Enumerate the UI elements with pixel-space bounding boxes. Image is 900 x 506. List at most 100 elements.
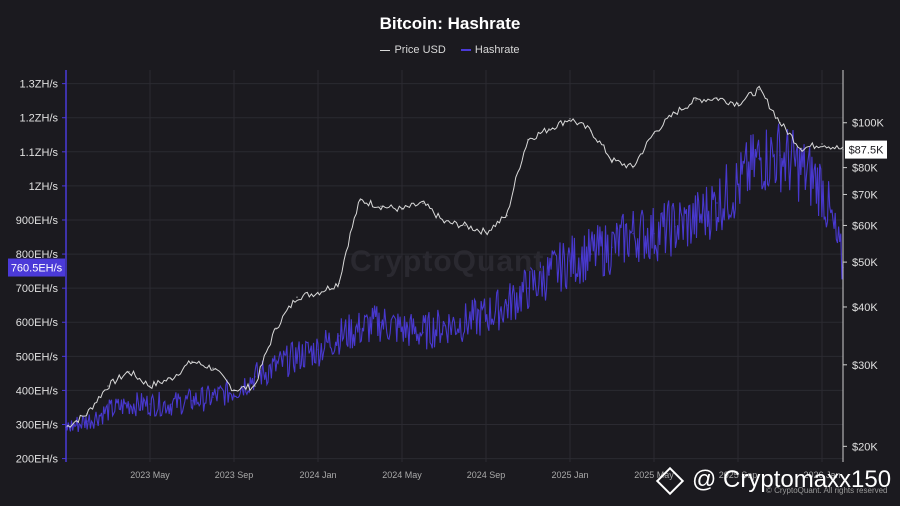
- price-point: [401, 208, 403, 211]
- hashrate-point: [380, 321, 382, 324]
- x-tick-label: 2024 May: [382, 470, 422, 480]
- x-tick-label: 2025 Jan: [551, 470, 588, 480]
- price-point: [422, 202, 424, 205]
- x-tick-label: 2024 Jan: [299, 470, 336, 480]
- price-point: [779, 121, 781, 124]
- left-tick-label: 1.3ZH/s: [19, 79, 58, 91]
- right-tick-label: $20K: [852, 441, 878, 453]
- legend-label-price: Price USD: [394, 44, 446, 56]
- x-tick-label: 2024 Sep: [467, 470, 506, 480]
- left-tick-label: 900EH/s: [16, 215, 59, 227]
- price-point: [821, 143, 823, 145]
- hashrate-point: [296, 355, 298, 358]
- price-point: [611, 159, 613, 162]
- hashrate-line: [65, 123, 844, 432]
- x-tick-label: 2025 May: [634, 470, 674, 480]
- hashrate-point: [695, 219, 697, 221]
- price-point: [128, 370, 130, 373]
- hashrate-point: [611, 246, 613, 249]
- price-point: [506, 214, 508, 217]
- hashrate-point: [674, 226, 676, 228]
- price-point: [254, 385, 256, 387]
- legend: Price USD Hashrate: [0, 44, 900, 56]
- price-point: [380, 205, 382, 208]
- price-point: [107, 385, 109, 387]
- right-tick-label: $30K: [852, 360, 878, 372]
- left-tick-label: 1.1ZH/s: [19, 147, 58, 159]
- x-tick-label: 2023 Sep: [215, 470, 254, 480]
- price-point: [569, 117, 571, 120]
- hashrate-point: [527, 287, 529, 289]
- hashrate-point: [737, 185, 739, 187]
- left-tick-label: 800EH/s: [16, 249, 59, 261]
- left-tick-label: 400EH/s: [16, 385, 59, 397]
- current-hashrate-badge: [8, 258, 65, 277]
- price-point: [191, 360, 193, 363]
- price-point: [485, 231, 487, 234]
- price-point: [86, 413, 88, 415]
- author-handle: @ Cryptomaxx150: [655, 466, 892, 495]
- hashrate-point: [86, 420, 88, 422]
- right-tick-label: $40K: [852, 302, 878, 314]
- hashrate-point: [569, 260, 571, 262]
- left-tick-label: 1ZH/s: [29, 181, 59, 193]
- hashrate-point: [338, 335, 340, 337]
- price-line: [65, 85, 844, 428]
- right-axis: $100K $80K $70K $60K $50K $40K $30K $20K $87.5K: [842, 70, 887, 462]
- price-point: [800, 147, 802, 150]
- hashrate-point: [254, 375, 256, 378]
- price-point: [212, 367, 214, 369]
- hashrate-point: [170, 403, 172, 405]
- hashrate-point: [716, 202, 718, 204]
- right-tick-label: $70K: [852, 189, 878, 201]
- price-point: [632, 166, 634, 169]
- hashrate-point: [821, 185, 823, 187]
- hashrate-point: [758, 157, 760, 160]
- price-point: [443, 221, 445, 223]
- price-point: [590, 130, 592, 132]
- hashrate-point: [506, 304, 508, 307]
- watermark: CryptoQuant: [350, 245, 545, 278]
- price-point: [296, 296, 298, 298]
- right-tick-label: $60K: [852, 220, 878, 232]
- legend-swatch-price: [380, 49, 391, 51]
- hashrate-point: [107, 410, 109, 412]
- right-tick-label: $80K: [852, 163, 878, 175]
- hashrate-point: [317, 348, 319, 351]
- current-price-label: $87.5K: [849, 145, 885, 157]
- price-point: [548, 128, 550, 130]
- hashrate-point: [422, 331, 424, 334]
- left-tick-label: 500EH/s: [16, 351, 59, 363]
- x-tick-label: 2025 Sep: [719, 470, 758, 480]
- hashrate-point: [191, 399, 193, 402]
- hashrate-point: [359, 328, 361, 330]
- x-tick-label: 2026 Jan: [803, 470, 840, 480]
- author-handle-text: @ Cryptomaxx150: [692, 466, 892, 493]
- left-tick-label: 700EH/s: [16, 283, 59, 295]
- hashrate-point: [485, 314, 487, 317]
- hashrate-point: [590, 253, 592, 255]
- price-point: [464, 224, 466, 227]
- left-tick-label: 600EH/s: [16, 317, 59, 329]
- right-tick-label: $50K: [852, 257, 878, 269]
- price-point: [695, 99, 697, 101]
- hashrate-point: [443, 324, 445, 327]
- current-price-badge: [845, 140, 887, 159]
- price-point: [149, 385, 151, 387]
- x-tick-label: 2023 May: [130, 470, 170, 480]
- current-hashrate-label: 760.5EH/s: [11, 263, 63, 275]
- legend-label-hashrate: Hashrate: [474, 44, 520, 56]
- left-axis: 1.3ZH/s 1.2ZH/s 1.1ZH/s 1ZH/s 900EH/s 800EH/s…: [8, 70, 67, 466]
- hashrate-point: [800, 168, 802, 170]
- legend-item-price[interactable]: Price USD: [380, 44, 448, 56]
- hashrate-point: [212, 396, 214, 399]
- price-point: [233, 388, 235, 391]
- price-point: [317, 291, 319, 294]
- chart-title: Bitcoin: Hashrate: [379, 14, 521, 33]
- legend-item-hashrate[interactable]: Hashrate: [460, 44, 520, 56]
- copyright-text: © CryptoQuant. All rights reserved: [766, 486, 888, 495]
- price-point: [674, 112, 676, 114]
- price-point: [758, 88, 760, 91]
- right-tick-label: $100K: [852, 118, 884, 130]
